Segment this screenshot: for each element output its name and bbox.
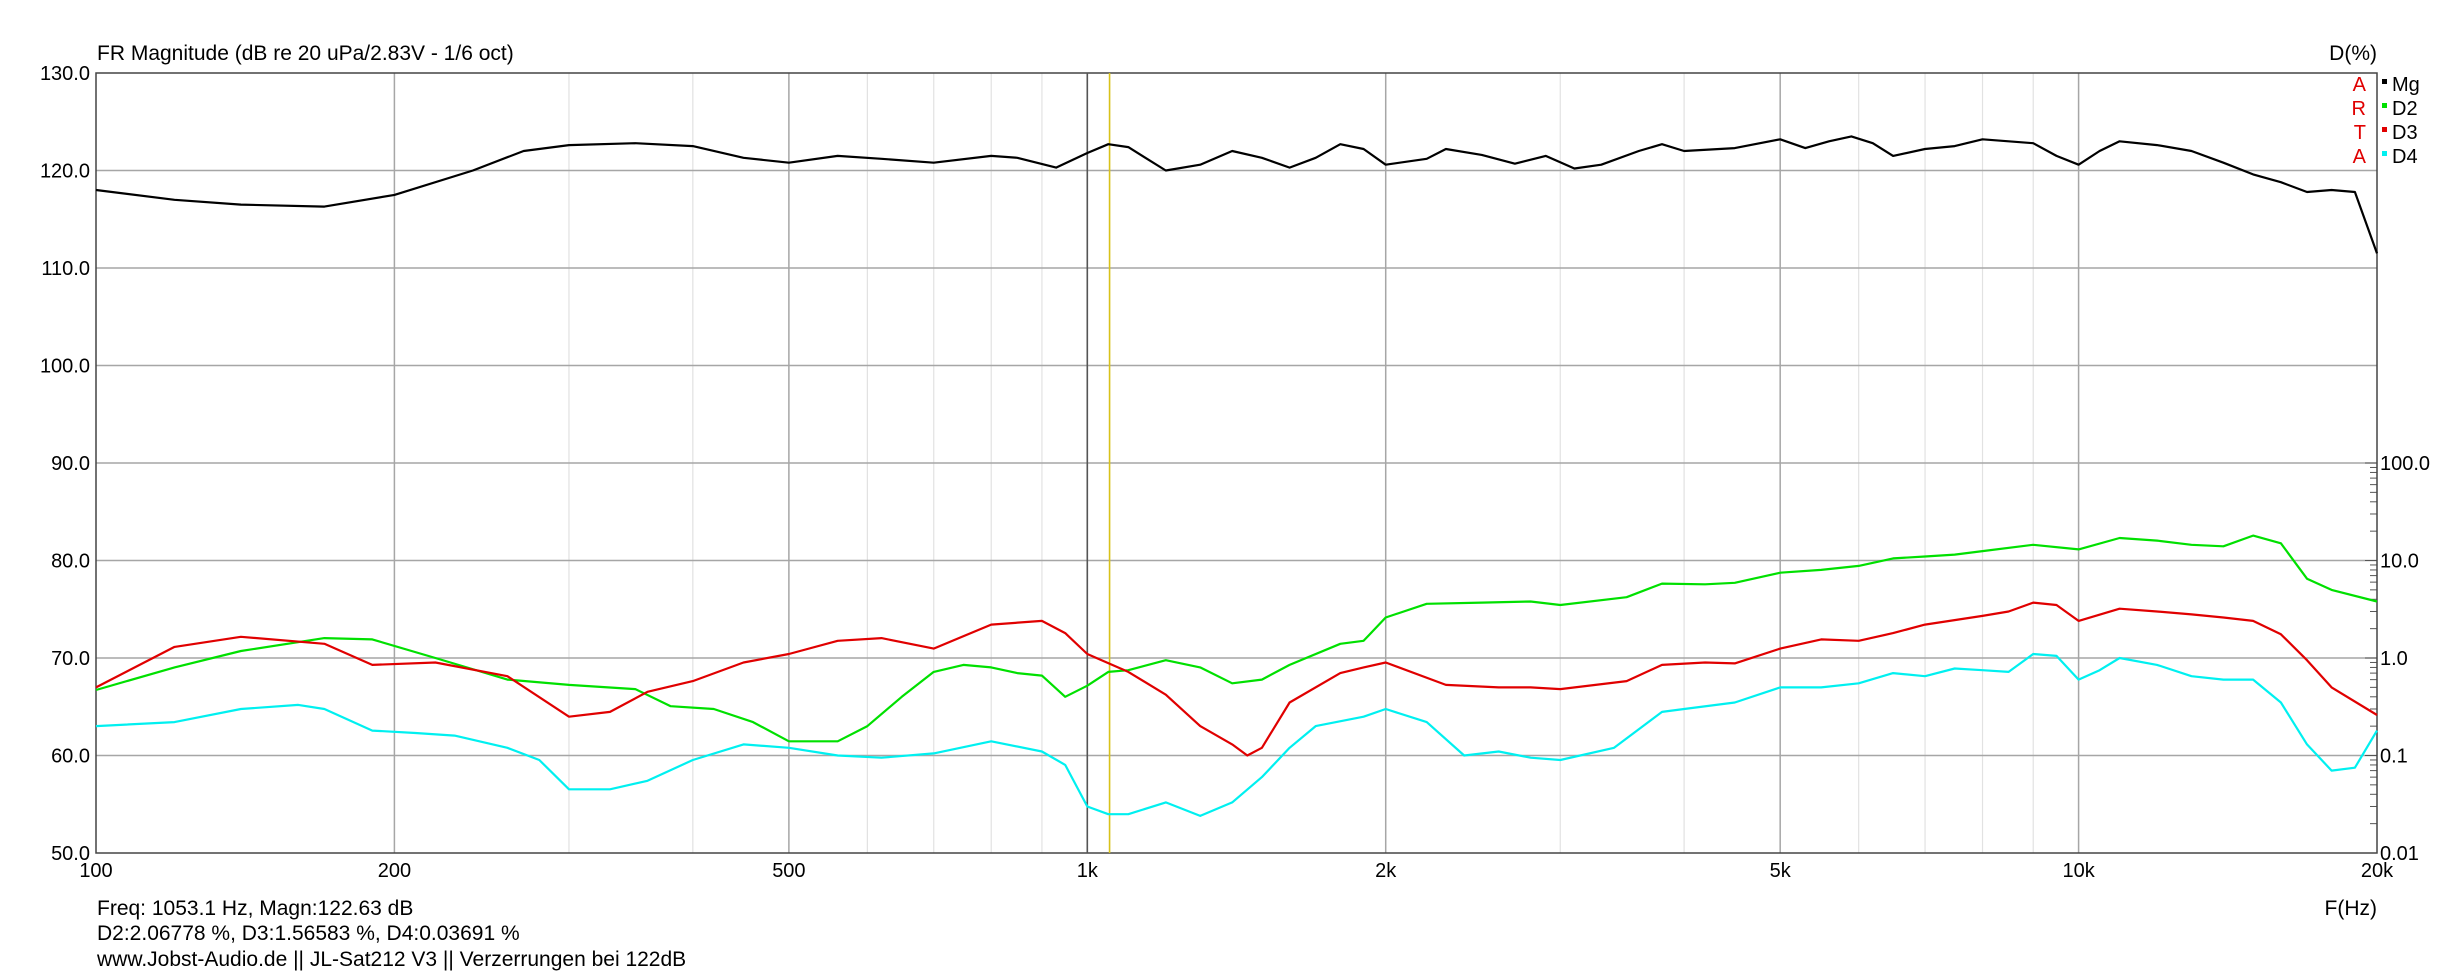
legend-prefix-letter: T <box>2354 122 2366 144</box>
legend-swatch-d3 <box>2382 127 2387 132</box>
right-tick-label: 1.0 <box>2380 648 2408 670</box>
chart-title: FR Magnitude (dB re 20 uPa/2.83V - 1/6 o… <box>97 42 514 65</box>
x-tick-label: 200 <box>378 860 411 882</box>
series-line-d2 <box>95 534 2378 743</box>
legend-prefix-letter: A <box>2353 146 2367 168</box>
right-axis-minor-ticks <box>2365 462 2377 854</box>
right-tick-label: 0.1 <box>2380 746 2408 768</box>
legend-prefix-letter: R <box>2352 98 2366 120</box>
legend-swatch-d4 <box>2382 151 2387 156</box>
x-tick-label: 500 <box>772 860 805 882</box>
plot-frame <box>95 72 2378 854</box>
x-tick-label: 100 <box>79 860 112 882</box>
y-tick-label: 50.0 <box>51 843 90 865</box>
y-tick-label: 80.0 <box>51 551 90 573</box>
footer-caption: www.Jobst-Audio.de || JL-Sat212 V3 || Ve… <box>96 948 686 971</box>
cursor-markers[interactable] <box>1086 73 1111 853</box>
x-axis-label: F(Hz) <box>2325 897 2377 920</box>
legend-label-d4: D4 <box>2392 146 2418 168</box>
y-tick-label: 110.0 <box>41 258 90 280</box>
right-tick-label: 0.01 <box>2380 843 2419 865</box>
y-tick-label: 70.0 <box>51 648 90 670</box>
legend-label-mg: Mg <box>2392 74 2420 96</box>
readout-distortion: D2:2.06778 %, D3:1.56583 %, D4:0.03691 % <box>97 922 520 945</box>
legend: A Mg R D2 T D3 A D4 <box>2352 74 2420 168</box>
series-line-d4 <box>95 652 2378 817</box>
series-layer <box>95 135 2379 817</box>
legend-label-d3: D3 <box>2392 122 2418 144</box>
x-tick-label: 1k <box>1077 860 1099 882</box>
x-tick-label: 5k <box>1770 860 1792 882</box>
right-tick-label: 10.0 <box>2380 551 2419 573</box>
readout-frequency: Freq: 1053.1 Hz, Magn:122.63 dB <box>97 897 413 920</box>
legend-label-d2: D2 <box>2392 98 2418 120</box>
y-tick-label: 130.0 <box>40 63 90 85</box>
legend-swatch-mg <box>2382 79 2387 84</box>
y-tick-label: 120.0 <box>40 161 90 183</box>
right-axis-title: D(%) <box>2329 42 2377 65</box>
series-line-d3 <box>95 601 2378 757</box>
y-axis-tick-labels: 50.0 60.0 70.0 80.0 90.0 100.0 110.0 120.0 130.0 <box>40 63 90 865</box>
legend-prefix-letter: A <box>2353 74 2367 96</box>
y-tick-label: 100.0 <box>40 356 90 378</box>
right-tick-label: 100.0 <box>2380 453 2430 475</box>
legend-swatch-d2 <box>2382 103 2387 108</box>
x-axis-tick-labels: 100 200 500 1k 2k 5k 10k 20k <box>79 860 2394 882</box>
y-tick-label: 60.0 <box>51 746 90 768</box>
x-tick-label: 20k <box>2361 860 2394 882</box>
grid-major-lines <box>96 73 2377 853</box>
x-tick-label: 2k <box>1375 860 1397 882</box>
y-tick-label: 90.0 <box>51 453 90 475</box>
x-tick-label: 10k <box>2062 860 2095 882</box>
right-axis-tick-labels: 0.01 0.1 1.0 10.0 100.0 <box>2380 453 2430 865</box>
series-line-mg <box>95 135 2379 254</box>
